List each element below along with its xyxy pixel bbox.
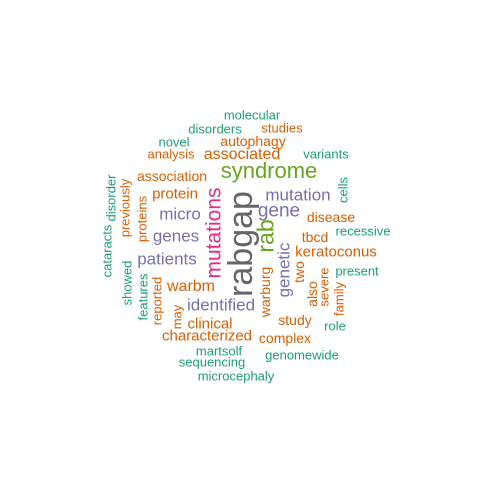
word-genetic: identified: [186, 295, 256, 315]
word-study: study: [278, 312, 312, 328]
word-protein: protein: [152, 185, 198, 203]
word-studies: studies: [261, 120, 303, 136]
word-clinical: clinical: [187, 315, 233, 333]
word-characterized: autophagy: [220, 133, 286, 149]
word-disorders: disorders: [188, 121, 242, 137]
word-tbcd: tbcd: [301, 229, 329, 245]
word-molecular: molecular: [223, 107, 281, 123]
word-micro: micro: [159, 204, 201, 224]
word-variants: variants: [303, 146, 349, 162]
word-previously: previously: [117, 178, 133, 238]
word-two: two: [291, 261, 307, 283]
word-analysis: analysis: [147, 146, 195, 162]
word-reported: reported: [149, 276, 165, 326]
word-genes: genes: [152, 226, 200, 246]
word-keratoconus: keratoconus: [295, 243, 377, 261]
word-disorder: disorder: [103, 174, 119, 222]
word-genomewide: genomewide: [265, 347, 339, 363]
word-cells: cells: [335, 176, 351, 204]
word-mutations: mutations: [202, 187, 226, 279]
word-gene: gene: [257, 200, 301, 222]
word-proteins: proteins: [134, 195, 150, 243]
word-martsolf: martsolf: [195, 343, 243, 359]
word-syndrome: syndrome: [220, 158, 318, 183]
word-recessive: recessive: [335, 223, 391, 239]
word-cataracts: cataracts: [99, 224, 115, 278]
word-mutation: mutation: [265, 185, 331, 205]
word-warburg: warburg: [257, 266, 273, 318]
word-warbm: warbm: [166, 278, 216, 295]
word-may: may: [169, 304, 185, 330]
word-disease: disease: [306, 209, 356, 225]
word-identified: genetic: [274, 242, 294, 298]
word-sequencing: sequencing: [178, 354, 246, 370]
word-features: features: [135, 273, 151, 321]
word-novel: novel: [158, 134, 190, 150]
word-complex: complex: [258, 330, 312, 346]
word-microcephaly: microcephaly: [197, 368, 275, 384]
word-showed: showed: [119, 260, 135, 306]
word-associated: associated: [203, 146, 281, 163]
word-patients: patients: [137, 249, 197, 269]
word-autophagy: characterized: [161, 327, 253, 345]
word-severe: severe: [316, 267, 332, 307]
word-association: association: [136, 168, 208, 184]
word-present: present: [335, 263, 379, 279]
word-family: family: [331, 282, 347, 316]
word-role: role: [324, 318, 346, 334]
